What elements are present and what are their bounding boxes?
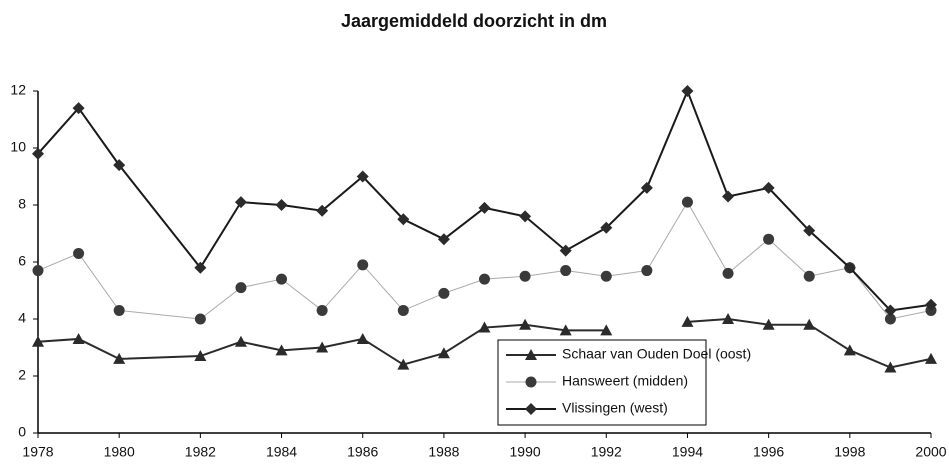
data-point bbox=[234, 335, 247, 347]
data-point bbox=[356, 332, 369, 344]
data-point bbox=[600, 221, 613, 234]
x-tick-label: 1980 bbox=[104, 444, 135, 460]
data-point bbox=[32, 335, 44, 347]
data-point bbox=[560, 265, 572, 277]
data-point bbox=[641, 265, 653, 277]
data-point bbox=[762, 318, 775, 330]
data-point bbox=[722, 313, 735, 324]
y-tick-label: 6 bbox=[18, 253, 26, 269]
y-tick-label: 12 bbox=[10, 82, 26, 98]
x-tick-label: 1986 bbox=[347, 444, 378, 460]
data-point bbox=[275, 199, 288, 211]
legend-label: Schaar van Ouden Doel (oost) bbox=[562, 346, 751, 362]
data-point bbox=[600, 270, 612, 282]
data-point bbox=[681, 315, 694, 327]
data-point bbox=[681, 85, 694, 97]
legend-marker bbox=[525, 349, 537, 360]
data-point bbox=[235, 282, 247, 294]
data-point bbox=[397, 358, 410, 370]
data-point bbox=[32, 147, 44, 160]
data-point bbox=[803, 270, 815, 282]
data-point bbox=[276, 273, 288, 285]
y-tick-label: 8 bbox=[18, 196, 26, 212]
data-point bbox=[437, 233, 450, 246]
x-tick-label: 1990 bbox=[510, 444, 541, 460]
data-point bbox=[925, 298, 937, 311]
data-point bbox=[316, 204, 329, 217]
data-point bbox=[600, 324, 613, 336]
legend-marker bbox=[525, 376, 537, 388]
x-tick-label: 1994 bbox=[672, 444, 703, 460]
x-tick-label: 1982 bbox=[185, 444, 216, 460]
data-point bbox=[884, 361, 897, 373]
series-line bbox=[37, 88, 932, 312]
data-point bbox=[194, 261, 207, 274]
data-point bbox=[884, 313, 896, 325]
data-point bbox=[925, 352, 937, 364]
data-point bbox=[438, 287, 450, 299]
data-point bbox=[397, 213, 410, 226]
data-point bbox=[113, 159, 126, 172]
x-tick-label: 1984 bbox=[266, 444, 297, 460]
data-point bbox=[722, 267, 734, 279]
x-tick-label: 1978 bbox=[22, 444, 53, 460]
data-point bbox=[113, 352, 126, 364]
data-point bbox=[519, 270, 531, 282]
data-point bbox=[559, 244, 572, 257]
data-point bbox=[843, 261, 856, 274]
data-point bbox=[681, 196, 693, 208]
data-point bbox=[478, 201, 491, 214]
data-point bbox=[559, 324, 572, 336]
data-point bbox=[843, 344, 856, 356]
x-tick-label: 2000 bbox=[915, 444, 946, 460]
data-point bbox=[762, 181, 775, 194]
data-point bbox=[722, 190, 735, 203]
data-point bbox=[316, 341, 329, 353]
x-tick-label: 1988 bbox=[428, 444, 459, 460]
data-point bbox=[397, 304, 409, 316]
data-point bbox=[519, 318, 532, 330]
y-tick-label: 0 bbox=[18, 424, 26, 440]
data-point bbox=[763, 233, 775, 245]
data-point bbox=[356, 170, 369, 183]
x-tick-label: 1998 bbox=[834, 444, 865, 460]
chart-title: Jaargemiddeld doorzicht in dm bbox=[341, 11, 607, 31]
y-tick-label: 2 bbox=[18, 367, 26, 383]
data-point bbox=[803, 224, 816, 237]
x-tick-label: 1996 bbox=[753, 444, 784, 460]
data-point bbox=[234, 196, 247, 209]
data-point bbox=[72, 332, 85, 344]
data-point bbox=[72, 102, 85, 115]
data-point bbox=[194, 313, 206, 325]
legend-marker bbox=[525, 403, 537, 415]
data-point bbox=[73, 247, 85, 259]
data-point bbox=[275, 344, 288, 356]
legend-label: Vlissingen (west) bbox=[562, 400, 668, 416]
data-point bbox=[884, 304, 897, 317]
data-point bbox=[194, 350, 207, 362]
legend-label: Hansweert (midden) bbox=[562, 373, 688, 389]
x-tick-label: 1992 bbox=[591, 444, 622, 460]
data-point bbox=[519, 210, 532, 223]
data-point bbox=[316, 304, 328, 316]
data-point bbox=[803, 318, 816, 330]
data-point bbox=[357, 259, 369, 271]
y-tick-label: 10 bbox=[10, 139, 26, 155]
series-line bbox=[37, 201, 932, 320]
data-point bbox=[478, 321, 491, 333]
y-tick-label: 4 bbox=[18, 310, 26, 326]
data-point bbox=[32, 265, 44, 277]
data-point bbox=[640, 181, 653, 194]
data-point bbox=[479, 273, 490, 285]
data-point bbox=[113, 304, 125, 316]
data-point bbox=[437, 347, 450, 359]
